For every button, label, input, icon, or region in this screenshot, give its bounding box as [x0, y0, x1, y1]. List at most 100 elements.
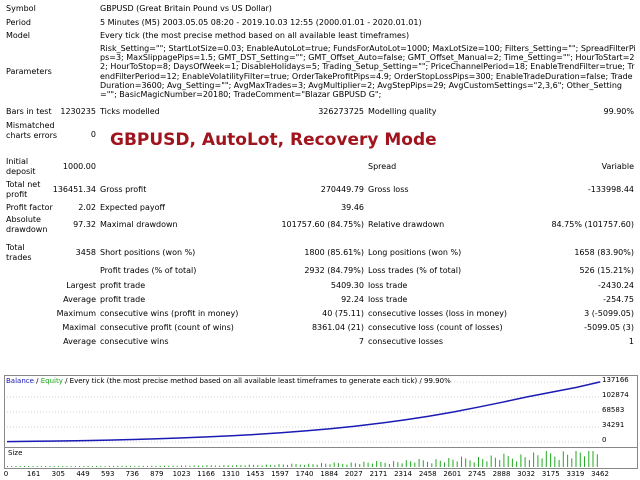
- size-bar: [316, 464, 318, 467]
- size-bar: [193, 465, 195, 467]
- long-label: Long positions (won %): [368, 248, 462, 257]
- size-bar: [503, 453, 505, 467]
- ptrades-value: 2932 (84.79%): [304, 266, 364, 275]
- size-bar: [159, 465, 161, 467]
- x-tick-label: 736: [125, 470, 139, 478]
- size-bar: [287, 464, 288, 467]
- size-bar: [197, 465, 199, 467]
- size-bar: [592, 451, 594, 467]
- ltrades-label: Loss trades (% of total): [368, 266, 462, 275]
- size-bar: [427, 461, 428, 467]
- size-bar: [465, 458, 467, 467]
- size-bar: [579, 452, 581, 467]
- size-bar: [469, 460, 471, 467]
- report-banner: GBPUSD, AutoLot, Recovery Mode: [110, 130, 437, 150]
- size-bar: [431, 463, 433, 467]
- size-bar: [554, 456, 556, 467]
- largest-label: Largest: [66, 281, 96, 290]
- size-bar: [214, 465, 216, 467]
- y-tick-label: 102874: [602, 391, 629, 399]
- model-label: Model: [6, 31, 31, 40]
- max-cw-value: 40 (75.11): [322, 309, 364, 318]
- mxl-cp-label: consecutive profit (count of wins): [100, 323, 234, 332]
- x-tick-label: 1740: [295, 470, 314, 478]
- maximal-label: Maximal: [62, 323, 96, 332]
- symbol-value: GBPUSD (Great Britain Pound vs US Dollar…: [100, 4, 272, 13]
- size-bar: [414, 462, 416, 467]
- avg-lt-value: -254.75: [603, 295, 634, 304]
- mxl-cl-label: consecutive loss (count of losses): [368, 323, 503, 332]
- legend-sep: /: [33, 377, 41, 385]
- size-bar: [584, 456, 585, 467]
- size-bar: [376, 461, 378, 467]
- size-bar: [550, 453, 552, 467]
- size-bar: [117, 465, 119, 467]
- y-tick-label: 68583: [602, 406, 625, 414]
- size-bar: [138, 465, 140, 467]
- symbol-label: Symbol: [6, 4, 36, 13]
- avg-cw-value: 7: [358, 337, 364, 346]
- size-bar: [113, 465, 115, 467]
- size-bar: [66, 466, 68, 467]
- bars-label: Bars in test: [6, 107, 52, 116]
- period-value: 5 Minutes (M5) 2003.05.05 08:20 - 2019.1…: [100, 18, 422, 27]
- pf-value: 2.02: [78, 203, 96, 212]
- size-bar: [104, 466, 106, 467]
- size-bar: [456, 461, 458, 467]
- size-bar: [299, 464, 301, 467]
- size-bar: [452, 459, 454, 467]
- size-bar: [181, 465, 182, 467]
- size-bar: [100, 465, 102, 467]
- legend-equity: Equity: [40, 377, 63, 385]
- ticks-label: Ticks modelled: [100, 107, 160, 116]
- x-tick-label: 1166: [197, 470, 215, 478]
- size-bar: [261, 465, 263, 467]
- size-bar: [151, 465, 153, 467]
- size-bar: [244, 465, 246, 467]
- x-tick-label: 1884: [320, 470, 339, 478]
- size-bar: [354, 463, 356, 467]
- balance-chart: [4, 375, 638, 449]
- size-bar: [24, 466, 25, 467]
- size-bar: [337, 463, 339, 467]
- largest-pt-value: 5409.30: [330, 281, 364, 290]
- size-bar: [325, 463, 327, 467]
- trades-label: Total trades: [6, 243, 32, 262]
- x-tick-label: 2458: [418, 470, 437, 478]
- short-value: 1800 (85.61%): [304, 248, 364, 257]
- size-bar: [388, 464, 390, 467]
- size-chart-svg: [7, 451, 598, 467]
- size-bar: [418, 459, 420, 467]
- size-bar: [367, 462, 369, 467]
- x-tick-label: 161: [26, 470, 41, 478]
- size-bar: [380, 461, 382, 467]
- size-bar: [240, 465, 242, 467]
- size-bar: [134, 465, 136, 467]
- size-bar: [444, 462, 445, 467]
- mismatch-value: 0: [90, 130, 96, 139]
- size-bar: [142, 465, 144, 467]
- x-tick-label: 879: [150, 470, 164, 478]
- size-bar: [516, 461, 518, 467]
- size-bar: [448, 458, 450, 467]
- size-label: Size: [8, 449, 23, 457]
- netprofit-value: 136451.34: [52, 185, 96, 194]
- size-bar: [401, 463, 403, 467]
- size-bar: [295, 464, 297, 467]
- size-bar: [371, 463, 373, 467]
- size-bar: [108, 465, 110, 467]
- size-bar: [575, 451, 577, 467]
- size-bar: [499, 460, 501, 467]
- y-tick-label: 0: [602, 436, 607, 444]
- grossloss-value: -133998.44: [587, 185, 634, 194]
- size-bar: [231, 465, 233, 467]
- size-bar: [282, 464, 284, 467]
- model-value: Every tick (the most precise method base…: [100, 31, 410, 40]
- size-bar: [312, 464, 314, 467]
- x-tick-label: 2745: [468, 470, 486, 478]
- x-tick-label: 1597: [271, 470, 289, 478]
- x-tick-label: 3319: [566, 470, 585, 478]
- largest-lt-label: loss trade: [368, 281, 408, 290]
- x-tick-label: 2171: [369, 470, 388, 478]
- size-bar: [74, 466, 76, 467]
